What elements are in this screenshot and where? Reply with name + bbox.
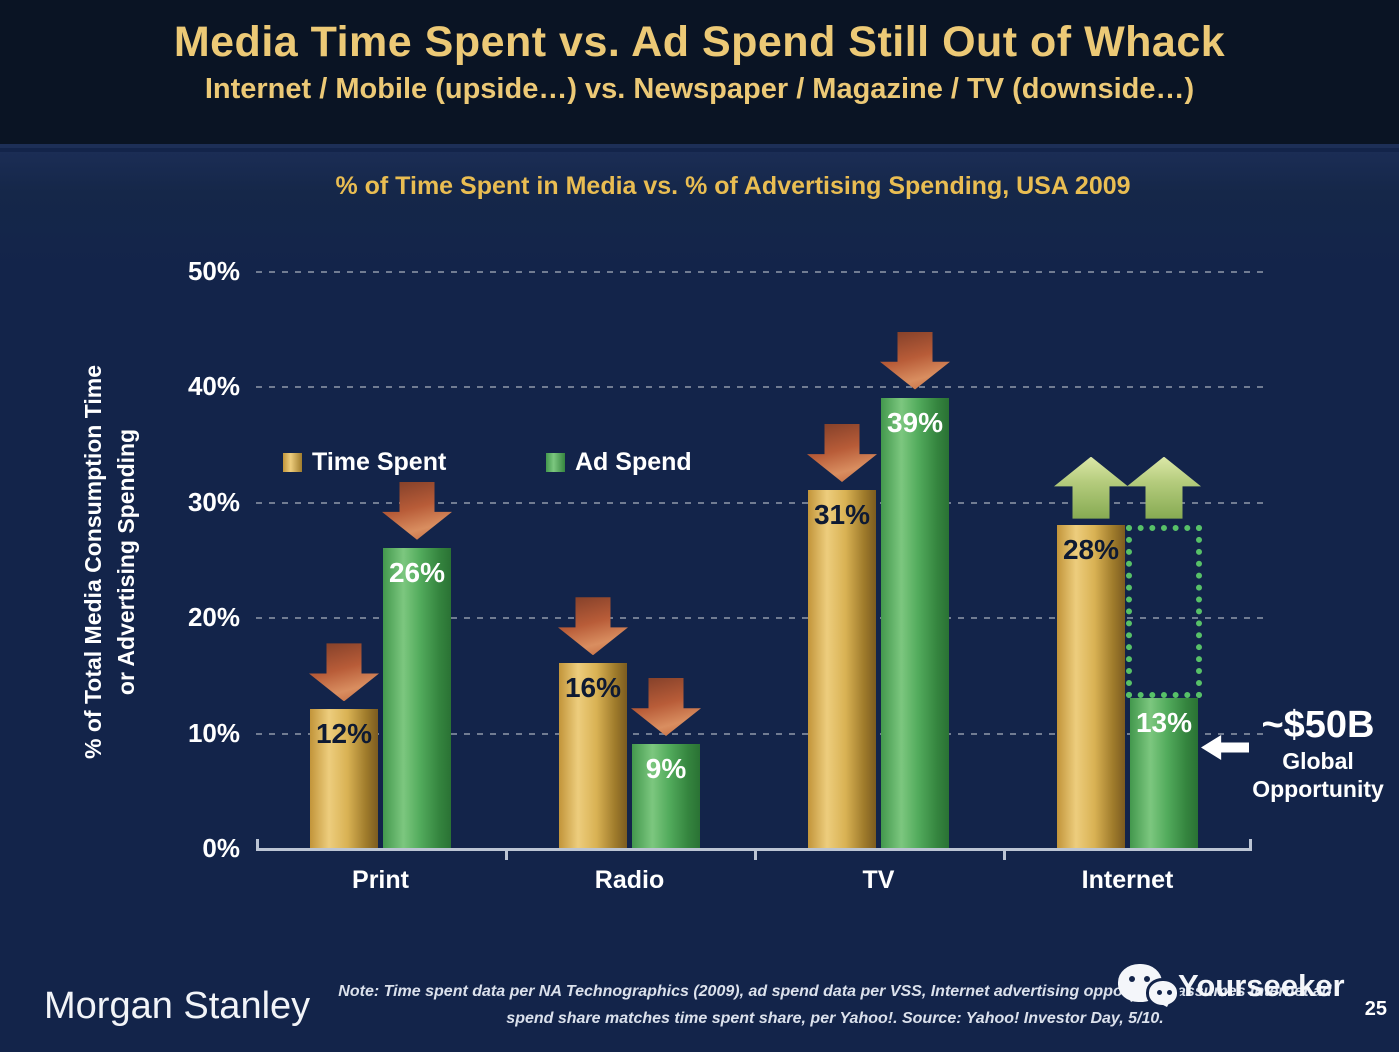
bar-print-time-spent: 12% [310,709,378,848]
x-axis-category-label-radio: Radio [594,866,665,894]
opportunity-value: ~$50B [1261,704,1375,746]
chart-title: % of Time Spent in Media vs. % of Advert… [335,172,1131,200]
axis-end-cap [1249,839,1252,848]
axis-tick [1003,851,1006,860]
y-axis-tick-label: 50% [187,255,240,286]
slide-title: Media Time Spent vs. Ad Spend Still Out … [173,18,1226,66]
axis-end-cap [256,839,259,848]
gold-legend-swatch-icon [283,453,302,472]
bar-value-label: 13% [1135,706,1193,738]
y-axis-tick-label: 20% [187,602,240,632]
trend-down-arrow-icon [880,331,950,390]
legend-label: Time Spent [312,448,447,476]
wechat-icon-small-bubble [1146,978,1180,1008]
watermark-text: Yourseeker [1178,968,1345,1003]
morgan-stanley-logo: Morgan Stanley [44,985,311,1027]
y-axis-tick-label: 0% [202,833,240,863]
slide-subtitle: Internet / Mobile (upside…) vs. Newspape… [204,73,1195,105]
bar-print-ad-spend: 26% [383,547,451,848]
bar-value-label: 26% [388,556,446,588]
opportunity-dotted-box [1126,524,1202,698]
x-axis-line [256,848,1252,851]
y-axis-tick-label: 10% [187,717,240,748]
wechat-icon-eye [1144,976,1150,982]
wechat-icon-eye [1167,990,1172,995]
trend-down-arrow-icon [558,597,628,656]
bar-value-label: 31% [813,498,871,530]
opportunity-label-line2: Opportunity [1252,776,1384,802]
wechat-icon-eye [1157,990,1162,995]
bar-internet-time-spent: 28% [1057,524,1125,848]
opportunity-annotation: ~$50B Global Opportunity [1245,704,1391,803]
gridline-50% [256,270,1266,273]
watermark: Yourseeker [1116,960,1366,1016]
bar-value-label: 9% [645,753,687,785]
bar-radio-ad-spend: 9% [632,744,700,848]
legend-item-green: Ad Spend [546,448,692,477]
trend-down-arrow-icon [309,643,379,702]
slide-header: Media Time Spent vs. Ad Spend Still Out … [0,0,1399,148]
bar-tv-time-spent: 31% [808,489,876,848]
source-note: Note: Time spent data per NA Technograph… [315,978,1355,1032]
x-axis-category-label-print: Print [352,866,409,894]
trend-up-arrow-icon [1127,456,1201,519]
bar-internet-ad-spend: 13% [1130,697,1198,848]
axis-tick [505,851,508,860]
source-note-line1: Note: Time spent data per NA Technograph… [338,983,1332,1000]
trend-up-arrow-icon [1054,456,1128,519]
axis-tick [754,851,757,860]
source-note-line2: spend share matches time spent share, pe… [506,1010,1164,1027]
wechat-icon-eye [1129,976,1135,982]
bar-tv-ad-spend: 39% [881,397,949,848]
page-number: 25 [1364,998,1387,1020]
green-legend-swatch-icon [546,453,565,472]
gridline-30% [256,501,1266,504]
bar-value-label: 39% [886,406,944,438]
trend-down-arrow-icon [807,423,877,482]
gridline-40% [256,386,1266,388]
bar-value-label: 28% [1062,533,1120,565]
bar-radio-time-spent: 16% [559,663,627,848]
bar-value-label: 12% [315,718,373,750]
y-axis-tick-label: 30% [187,486,240,517]
legend-label: Ad Spend [575,448,692,476]
y-axis-tick-label: 40% [187,371,240,401]
x-axis-category-label-internet: Internet [1081,866,1174,894]
bar-value-label: 16% [564,672,622,704]
legend-item-gold: Time Spent [283,448,446,477]
gridline-20% [256,617,1266,619]
chart-region: % of Time Spent in Media vs. % of Advert… [0,152,1399,1052]
trend-down-arrow-icon [382,481,452,540]
chart-plot-area: 0% 10% 20% 30% 40% 50% Time Spent Ad Spend 12% 26… [0,152,1399,1052]
x-axis-category-label-tv: TV [862,866,895,894]
gridline-10% [256,732,1266,735]
opportunity-label-line1: Global [1282,748,1354,774]
trend-down-arrow-icon [631,678,701,737]
